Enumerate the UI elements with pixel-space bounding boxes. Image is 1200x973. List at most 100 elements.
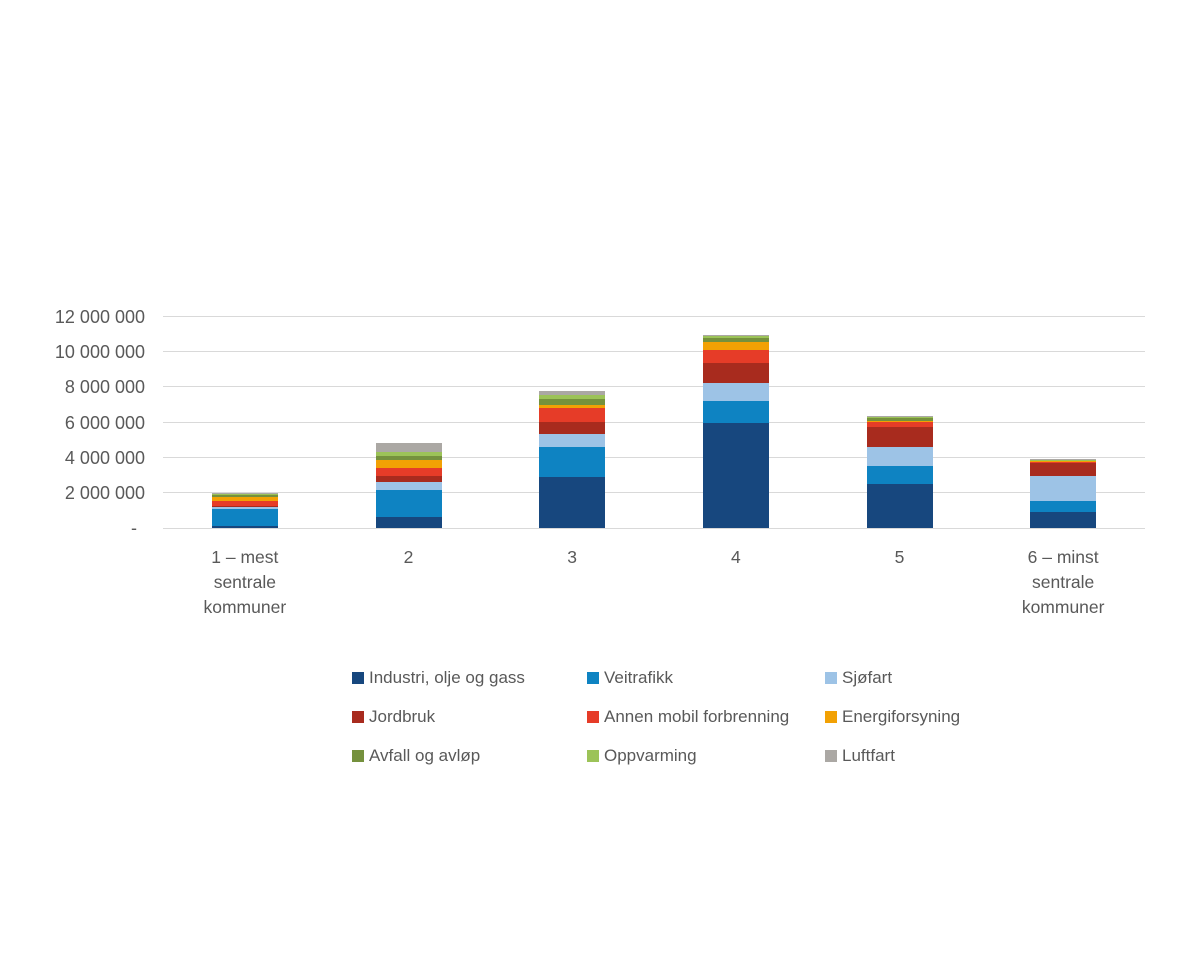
bar-segment-energiforsyning-cat3: [539, 404, 606, 409]
legend-label-industri-olje-og-gass: Industri, olje og gass: [369, 668, 525, 687]
bar-segment-sj-fart-cat4: [702, 382, 769, 402]
bar-segment-industri-olje-og-gass-cat1: [211, 526, 278, 528]
legend-label-oppvarming: Oppvarming: [604, 746, 697, 765]
bar-segment-luftfart-cat2: [375, 442, 442, 452]
x-tick-label-line: 5: [894, 547, 905, 567]
legend-item-avfall-og-avl-p: Avfall og avløp: [352, 746, 480, 766]
bar-segment-oppvarming-cat5: [866, 416, 933, 419]
bar-segment-oppvarming-cat1: [211, 493, 278, 495]
bar-segment-industri-olje-og-gass-cat6: [1030, 512, 1097, 528]
x-tick-label-line: kommuner: [1021, 597, 1105, 617]
bar-segment-energiforsyning-cat4: [702, 341, 769, 351]
legend-label-sj-fart: Sjøfart: [842, 668, 893, 687]
bar-segment-sj-fart-cat5: [866, 447, 933, 466]
legend-swatch-jordbruk: [352, 711, 364, 723]
bar-segment-avfall-og-avl-p-cat6: [1030, 459, 1097, 461]
bar-segment-avfall-og-avl-p-cat3: [539, 398, 606, 405]
y-tick-label-12000000: 12 000 000: [54, 307, 145, 327]
bar-segment-industri-olje-og-gass-cat3: [539, 477, 606, 528]
bar-segment-veitrafikk-cat1: [211, 508, 278, 527]
bar-segment-veitrafikk-cat6: [1030, 501, 1097, 512]
x-tick-label-line: sentrale: [213, 572, 276, 592]
legend-item-luftfart: Luftfart: [825, 746, 895, 766]
bar-segment-jordbruk-cat2: [375, 476, 442, 483]
bar-segment-oppvarming-cat4: [702, 336, 769, 338]
legend-item-industri-olje-og-gass: Industri, olje og gass: [352, 668, 525, 688]
bar-segment-veitrafikk-cat2: [375, 490, 442, 517]
bar-segment-annen-mobil-forbrenning-cat5: [866, 421, 933, 427]
legend-item-veitrafikk: Veitrafikk: [587, 668, 673, 688]
gridline-2000000: [163, 491, 1145, 493]
bar-segment-veitrafikk-cat4: [702, 401, 769, 423]
bar-segment-avfall-og-avl-p-cat4: [702, 337, 769, 342]
bar-segment-annen-mobil-forbrenning-cat1: [211, 501, 278, 507]
bar-category-2: [375, 317, 442, 528]
legend-swatch-oppvarming: [587, 750, 599, 762]
bar-segment-energiforsyning-cat2: [375, 460, 442, 469]
bar-category-4: [702, 317, 769, 528]
gridline-8000000: [163, 386, 1145, 388]
legend-label-avfall-og-avl-p: Avfall og avløp: [369, 746, 481, 765]
x-tick-label-3: 3: [487, 545, 657, 570]
legend-swatch-veitrafikk: [587, 672, 599, 684]
legend-swatch-avfall-og-avl-p: [352, 750, 364, 762]
legend-item-oppvarming: Oppvarming: [587, 746, 697, 766]
x-tick-label-line: 1 – mest: [211, 547, 279, 567]
legend-swatch-energiforsyning: [825, 711, 837, 723]
bar-category-5: [866, 317, 933, 528]
gridline-6000000: [163, 421, 1145, 423]
x-tick-label-line: 4: [730, 547, 741, 567]
bar-segment-annen-mobil-forbrenning-cat6: [1030, 461, 1097, 464]
bar-segment-avfall-og-avl-p-cat1: [211, 494, 278, 497]
y-tick-label-2000000: 2 000 000: [64, 482, 145, 503]
x-tick-label-line: sentrale: [1032, 572, 1095, 592]
bar-segment-oppvarming-cat2: [375, 451, 442, 456]
y-tick-label-4000000: 4 000 000: [64, 447, 145, 468]
bar-segment-industri-olje-og-gass-cat5: [866, 484, 933, 528]
legend-swatch-luftfart: [825, 750, 837, 762]
legend-swatch-sj-fart: [825, 672, 837, 684]
y-tick-label-0: -: [131, 518, 137, 538]
y-tick-label-6000000: 6 000 000: [64, 412, 145, 433]
legend-label-annen-mobil-forbrenning: Annen mobil forbrenning: [604, 707, 790, 726]
bar-segment-industri-olje-og-gass-cat4: [702, 422, 769, 528]
legend-item-sj-fart: Sjøfart: [825, 668, 892, 688]
gridline-12000000: [163, 316, 1145, 317]
bar-segment-veitrafikk-cat5: [866, 465, 933, 485]
x-tick-label-5: 5: [815, 545, 985, 570]
x-tick-label-line: kommuner: [203, 597, 287, 617]
bar-segment-jordbruk-cat6: [1030, 463, 1097, 477]
y-tick-label-8000000: 8 000 000: [64, 377, 145, 398]
x-tick-label-6: 6 – minst sentrale kommuner: [978, 545, 1148, 620]
x-tick-label-line: 2: [403, 547, 414, 567]
bar-segment-oppvarming-cat3: [539, 394, 606, 399]
bar-segment-sj-fart-cat6: [1030, 476, 1097, 502]
legend-label-energiforsyning: Energiforsyning: [842, 707, 961, 726]
bar-category-3: [539, 317, 606, 528]
bar-category-6: [1030, 317, 1097, 528]
bar-segment-sj-fart-cat3: [539, 433, 606, 448]
legend-swatch-industri-olje-og-gass: [352, 672, 364, 684]
bar-segment-sj-fart-cat2: [375, 482, 442, 491]
bar-segment-annen-mobil-forbrenning-cat2: [375, 468, 442, 477]
bar-segment-jordbruk-cat1: [211, 506, 278, 508]
bar-segment-annen-mobil-forbrenning-cat3: [539, 408, 606, 422]
bar-segment-avfall-og-avl-p-cat5: [866, 418, 933, 421]
x-tick-label-line: 6 – minst: [1027, 547, 1099, 567]
bar-segment-veitrafikk-cat3: [539, 447, 606, 478]
legend-label-veitrafikk: Veitrafikk: [604, 668, 673, 687]
x-tick-label-1: 1 – mest sentrale kommuner: [160, 545, 330, 620]
bar-category-1: [211, 317, 278, 528]
bar-segment-sj-fart-cat1: [211, 507, 278, 509]
x-tick-label-2: 2: [324, 545, 494, 570]
bar-segment-industri-olje-og-gass-cat2: [375, 516, 442, 528]
bar-segment-jordbruk-cat3: [539, 421, 606, 434]
legend-label-jordbruk: Jordbruk: [369, 707, 436, 726]
legend-item-annen-mobil-forbrenning: Annen mobil forbrenning: [587, 707, 789, 727]
legend-item-energiforsyning: Energiforsyning: [825, 707, 960, 727]
bar-segment-jordbruk-cat5: [866, 426, 933, 448]
legend-swatch-annen-mobil-forbrenning: [587, 711, 599, 723]
bar-segment-avfall-og-avl-p-cat2: [375, 455, 442, 461]
gridline-4000000: [163, 456, 1145, 458]
